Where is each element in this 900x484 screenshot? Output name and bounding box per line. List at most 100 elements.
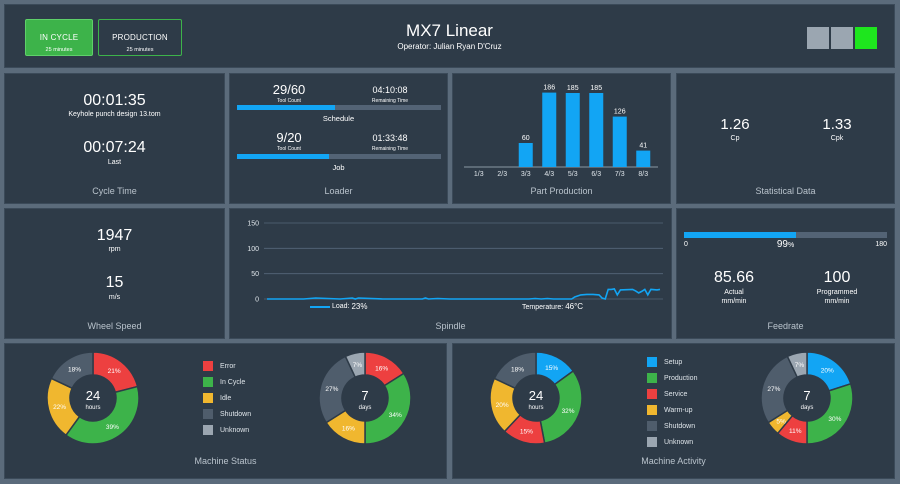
- x-tick-label: 4/3: [544, 171, 554, 178]
- status-days-donut: 16% 34% 16% 27% 7% 7 days: [318, 351, 412, 445]
- legend-label: Production: [664, 374, 698, 382]
- donut-slice: [539, 369, 583, 445]
- legend-item: In Cycle: [203, 374, 251, 390]
- legend-item: Unknown: [203, 422, 251, 438]
- operator-label: Operator: Julian Ryan D'Cruz: [397, 42, 502, 51]
- cpk-value: 1.33: [822, 116, 852, 133]
- donut-slice: [364, 372, 412, 445]
- actual-unit: mm/min: [721, 298, 747, 305]
- donut-center-value: 24: [86, 388, 100, 403]
- legend-item: Shutdown: [203, 406, 251, 422]
- feedrate-fill: [684, 232, 796, 238]
- slice-label: 7%: [353, 362, 363, 369]
- legend-swatch: [203, 361, 213, 371]
- rpm-value: 1947: [96, 227, 133, 244]
- panel-title: Statistical Data: [755, 186, 816, 196]
- production-button[interactable]: PRODUCTION 25 minutes: [98, 19, 182, 56]
- part-production-chart: 1/3 2/3 60 3/3 186 4/3 185 5/3 185 6/3 126 7/3 41 8/3: [464, 85, 658, 178]
- actual-label: Actual: [724, 289, 744, 296]
- cycle-program-name: Keyhole punch design 13.tom: [68, 111, 161, 118]
- load-line-swatch: [310, 305, 330, 308]
- y-tick-label: 100: [247, 246, 259, 253]
- slice-label: 20%: [821, 368, 834, 375]
- production-bar: [589, 93, 604, 167]
- bar-value-label: 126: [614, 109, 626, 116]
- donut-center-value: 24: [529, 388, 543, 403]
- programmed-unit: mm/min: [824, 298, 850, 305]
- donut-slice: [64, 385, 140, 445]
- legend-swatch: [647, 357, 657, 367]
- donut-center-unit: days: [801, 405, 814, 411]
- legend-swatch: [203, 409, 213, 419]
- legend-swatch: [647, 389, 657, 399]
- production-bar: [518, 143, 533, 167]
- slice-label: 32%: [562, 408, 575, 415]
- y-tick-label: 0: [255, 297, 259, 304]
- y-tick-label: 150: [247, 221, 259, 228]
- in-cycle-label: IN CYCLE: [39, 33, 79, 42]
- cycle-time-value: 00:01:35: [83, 92, 146, 109]
- legend-item: Warm-up: [647, 402, 697, 418]
- ms-unit: m/s: [108, 294, 121, 301]
- x-tick-label: 2/3: [497, 171, 507, 178]
- production-bar: [542, 92, 557, 167]
- production-label: PRODUCTION: [112, 33, 168, 42]
- slice-label: 22%: [53, 404, 66, 411]
- slice-label: 30%: [828, 416, 841, 423]
- bar-value-label: 186: [543, 85, 555, 92]
- status-hours-donut: 21% 39% 22% 18% 24 hours: [46, 351, 140, 445]
- panel-title: Spindle: [435, 321, 466, 331]
- job-progress-fill: [237, 154, 329, 159]
- job-remaining-label: Remaining Time: [371, 146, 409, 152]
- slice-label: 18%: [511, 366, 524, 373]
- job-total: 20: [287, 130, 302, 145]
- in-cycle-button[interactable]: IN CYCLE 25 minutes: [25, 19, 93, 56]
- bar-value-label: 41: [639, 143, 647, 150]
- legend-label: Error: [220, 362, 236, 370]
- bar-value-label: 185: [590, 85, 602, 92]
- slice-label: 15%: [520, 429, 533, 436]
- legend-label: Shutdown: [664, 422, 696, 430]
- actual-value: 85.66: [713, 269, 755, 286]
- slice-label: 21%: [108, 368, 121, 375]
- bar-value-label: 60: [522, 135, 530, 142]
- slice-label: 34%: [389, 412, 402, 419]
- legend-label: Setup: [664, 358, 683, 366]
- feedrate-percent-unit: %: [787, 242, 795, 249]
- schedule-count-label: Tool Count: [277, 98, 301, 104]
- load-line: [267, 288, 661, 301]
- schedule-progress-fill: [237, 105, 335, 110]
- production-bar: [565, 93, 580, 167]
- slice-label: 20%: [496, 402, 509, 409]
- job-progress-bar: [237, 154, 441, 159]
- schedule-remaining-time: 04:10:08: [372, 85, 408, 95]
- slice-label: 27%: [325, 386, 338, 393]
- production-time: 25 minutes: [126, 47, 154, 53]
- activity-hours-donut: 15% 32% 15% 20% 18% 24 hours: [489, 351, 583, 445]
- loader-panel: 29/60 Tool Count 04:10:08 Remaining Time…: [229, 73, 448, 204]
- legend-label: Unknown: [664, 438, 694, 446]
- panel-title: Feedrate: [767, 321, 804, 331]
- schedule-count: 29: [272, 82, 288, 97]
- panel-title: Part Production: [530, 186, 593, 196]
- cycle-time-panel: 00:01:35 Keyhole punch design 13.tom 00:…: [4, 73, 225, 204]
- donut-slice: [806, 382, 854, 445]
- page-title: MX7 Linear: [406, 21, 493, 40]
- slice-label: 27%: [767, 386, 780, 393]
- feedrate-min: 0: [684, 241, 688, 248]
- job-count: 9: [276, 130, 284, 145]
- panel-title: Cycle Time: [92, 186, 137, 196]
- last-cycle-time-value: 00:07:24: [83, 139, 146, 156]
- y-tick-label: 50: [251, 271, 259, 278]
- feedrate-percent: 99%: [677, 239, 894, 250]
- panel-title: Wheel Speed: [87, 321, 142, 331]
- panel-title: Machine Status: [194, 456, 257, 466]
- feedrate-panel: 0 99% 180 85.66 Actual mm/min 100 Progra…: [676, 208, 895, 339]
- job-count-label: Tool Count: [277, 146, 301, 152]
- temperature-label: Temperature:: [522, 304, 564, 311]
- cpk-label: Cpk: [830, 135, 844, 142]
- feedrate-percent-value: 99: [776, 239, 788, 250]
- slice-label: 5%: [776, 418, 786, 425]
- legend-swatch: [203, 425, 213, 435]
- cp-label: Cp: [730, 135, 740, 142]
